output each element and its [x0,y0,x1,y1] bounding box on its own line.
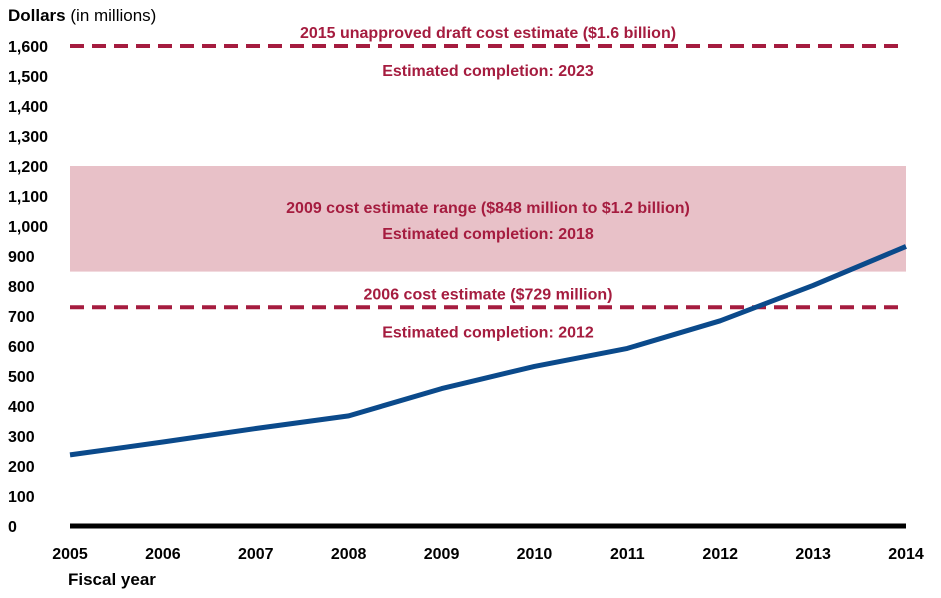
y-tick-label: 300 [8,429,35,446]
x-axis-ticks: 2005 2006 2007 2008 2009 2010 2011 2012 2013 2014 [52,546,924,563]
y-tick-label: 200 [8,459,35,476]
estimate-completion-label: Estimated completion: 2023 [382,63,594,80]
y-tick-label: 1,200 [8,159,48,176]
y-tick-label: 1,100 [8,189,48,206]
y-tick-label: 0 [8,519,17,536]
x-tick-label: 2005 [52,546,88,563]
y-axis-ticks: 0 100 200 300 400 500 600 700 800 900 1,000 1,100 1,… [8,39,48,536]
x-tick-label: 2010 [517,546,553,563]
band-label-line2: Estimated completion: 2018 [382,226,594,243]
y-axis-title: Dollars (in millions) [8,6,156,26]
x-tick-label: 2009 [424,546,460,563]
y-tick-label: 1,000 [8,219,48,236]
estimate-label: 2015 unapproved draft cost estimate ($1.… [300,25,676,42]
estimate-completion-label: Estimated completion: 2012 [382,324,594,341]
y-axis-unit: (in millions) [70,6,157,25]
x-tick-label: 2013 [795,546,831,563]
band-label-line1: 2009 cost estimate range ($848 million t… [286,200,690,217]
y-tick-label: 1,400 [8,99,48,116]
y-axis-label: Dollars [8,6,66,25]
y-tick-label: 400 [8,399,35,416]
y-tick-label: 900 [8,249,35,266]
x-tick-label: 2014 [888,546,924,563]
y-tick-label: 1,300 [8,129,48,146]
y-tick-label: 1,600 [8,39,48,56]
y-tick-label: 500 [8,369,35,386]
x-axis-label: Fiscal year [68,570,156,589]
y-tick-label: 800 [8,279,35,296]
cost-range-band [70,166,906,272]
y-tick-label: 700 [8,309,35,326]
x-tick-label: 2011 [610,546,645,563]
x-tick-label: 2006 [145,546,181,563]
y-tick-label: 100 [8,489,35,506]
x-tick-label: 2008 [331,546,367,563]
x-tick-label: 2012 [702,546,738,563]
y-tick-label: 1,500 [8,69,48,86]
y-tick-label: 600 [8,339,35,356]
series-line [69,244,907,458]
reference-lines: 2015 unapproved draft cost estimate ($1.… [70,25,906,341]
x-tick-label: 2007 [238,546,274,563]
estimate-label: 2006 cost estimate ($729 million) [364,286,613,303]
